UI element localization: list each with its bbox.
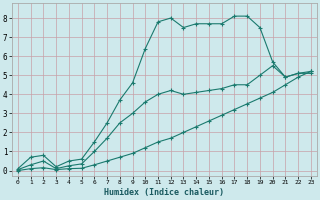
- X-axis label: Humidex (Indice chaleur): Humidex (Indice chaleur): [104, 188, 224, 197]
